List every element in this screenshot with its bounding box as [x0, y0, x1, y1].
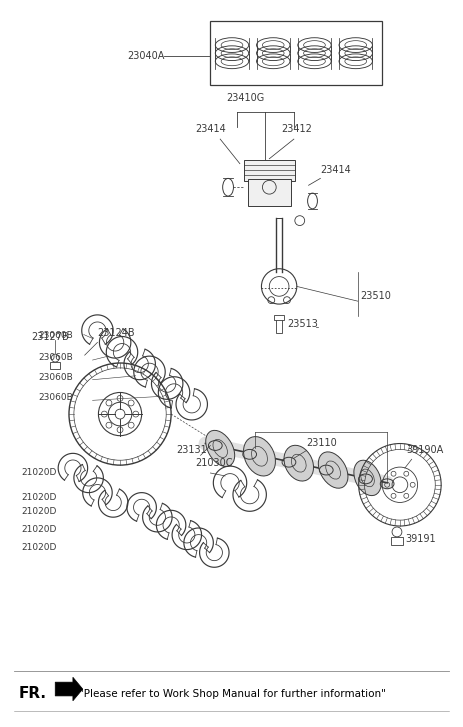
Text: 23060B: 23060B — [38, 332, 73, 340]
Text: 23060B: 23060B — [38, 353, 73, 362]
Text: 23127B: 23127B — [31, 332, 69, 342]
Text: 23060B: 23060B — [38, 393, 73, 402]
Polygon shape — [55, 678, 83, 701]
Text: 23131: 23131 — [176, 446, 207, 455]
Bar — [244, 160, 295, 181]
Text: 21020D: 21020D — [22, 542, 57, 552]
Text: 23110: 23110 — [307, 438, 338, 449]
Text: FR.: FR. — [19, 686, 47, 702]
Text: 39191: 39191 — [405, 534, 435, 544]
Text: 21020D: 21020D — [22, 492, 57, 502]
Text: 21020D: 21020D — [22, 468, 57, 477]
Text: 23414: 23414 — [196, 124, 226, 134]
Ellipse shape — [319, 452, 348, 489]
Bar — [210, 21, 382, 85]
Text: 23412: 23412 — [281, 124, 312, 134]
Text: 23410G: 23410G — [226, 93, 265, 103]
Text: 21020D: 21020D — [22, 507, 57, 516]
Text: 21020D: 21020D — [22, 525, 57, 534]
Bar — [391, 537, 403, 545]
Ellipse shape — [284, 446, 313, 481]
Text: 23513: 23513 — [287, 318, 318, 329]
Bar — [248, 179, 291, 206]
Text: 21030C: 21030C — [196, 458, 233, 468]
Text: 23124B: 23124B — [97, 329, 135, 339]
Text: 23510: 23510 — [361, 292, 392, 301]
Text: 23040A: 23040A — [127, 51, 164, 60]
Ellipse shape — [354, 460, 381, 496]
Text: 23060B: 23060B — [38, 373, 73, 382]
Text: 39190A: 39190A — [407, 446, 444, 455]
Bar — [274, 315, 284, 320]
Text: "Please refer to Work Shop Manual for further information": "Please refer to Work Shop Manual for fu… — [79, 689, 385, 699]
Ellipse shape — [244, 437, 275, 476]
Bar — [276, 319, 282, 332]
Ellipse shape — [206, 430, 235, 467]
Text: 23414: 23414 — [320, 166, 351, 175]
Bar — [50, 362, 60, 369]
